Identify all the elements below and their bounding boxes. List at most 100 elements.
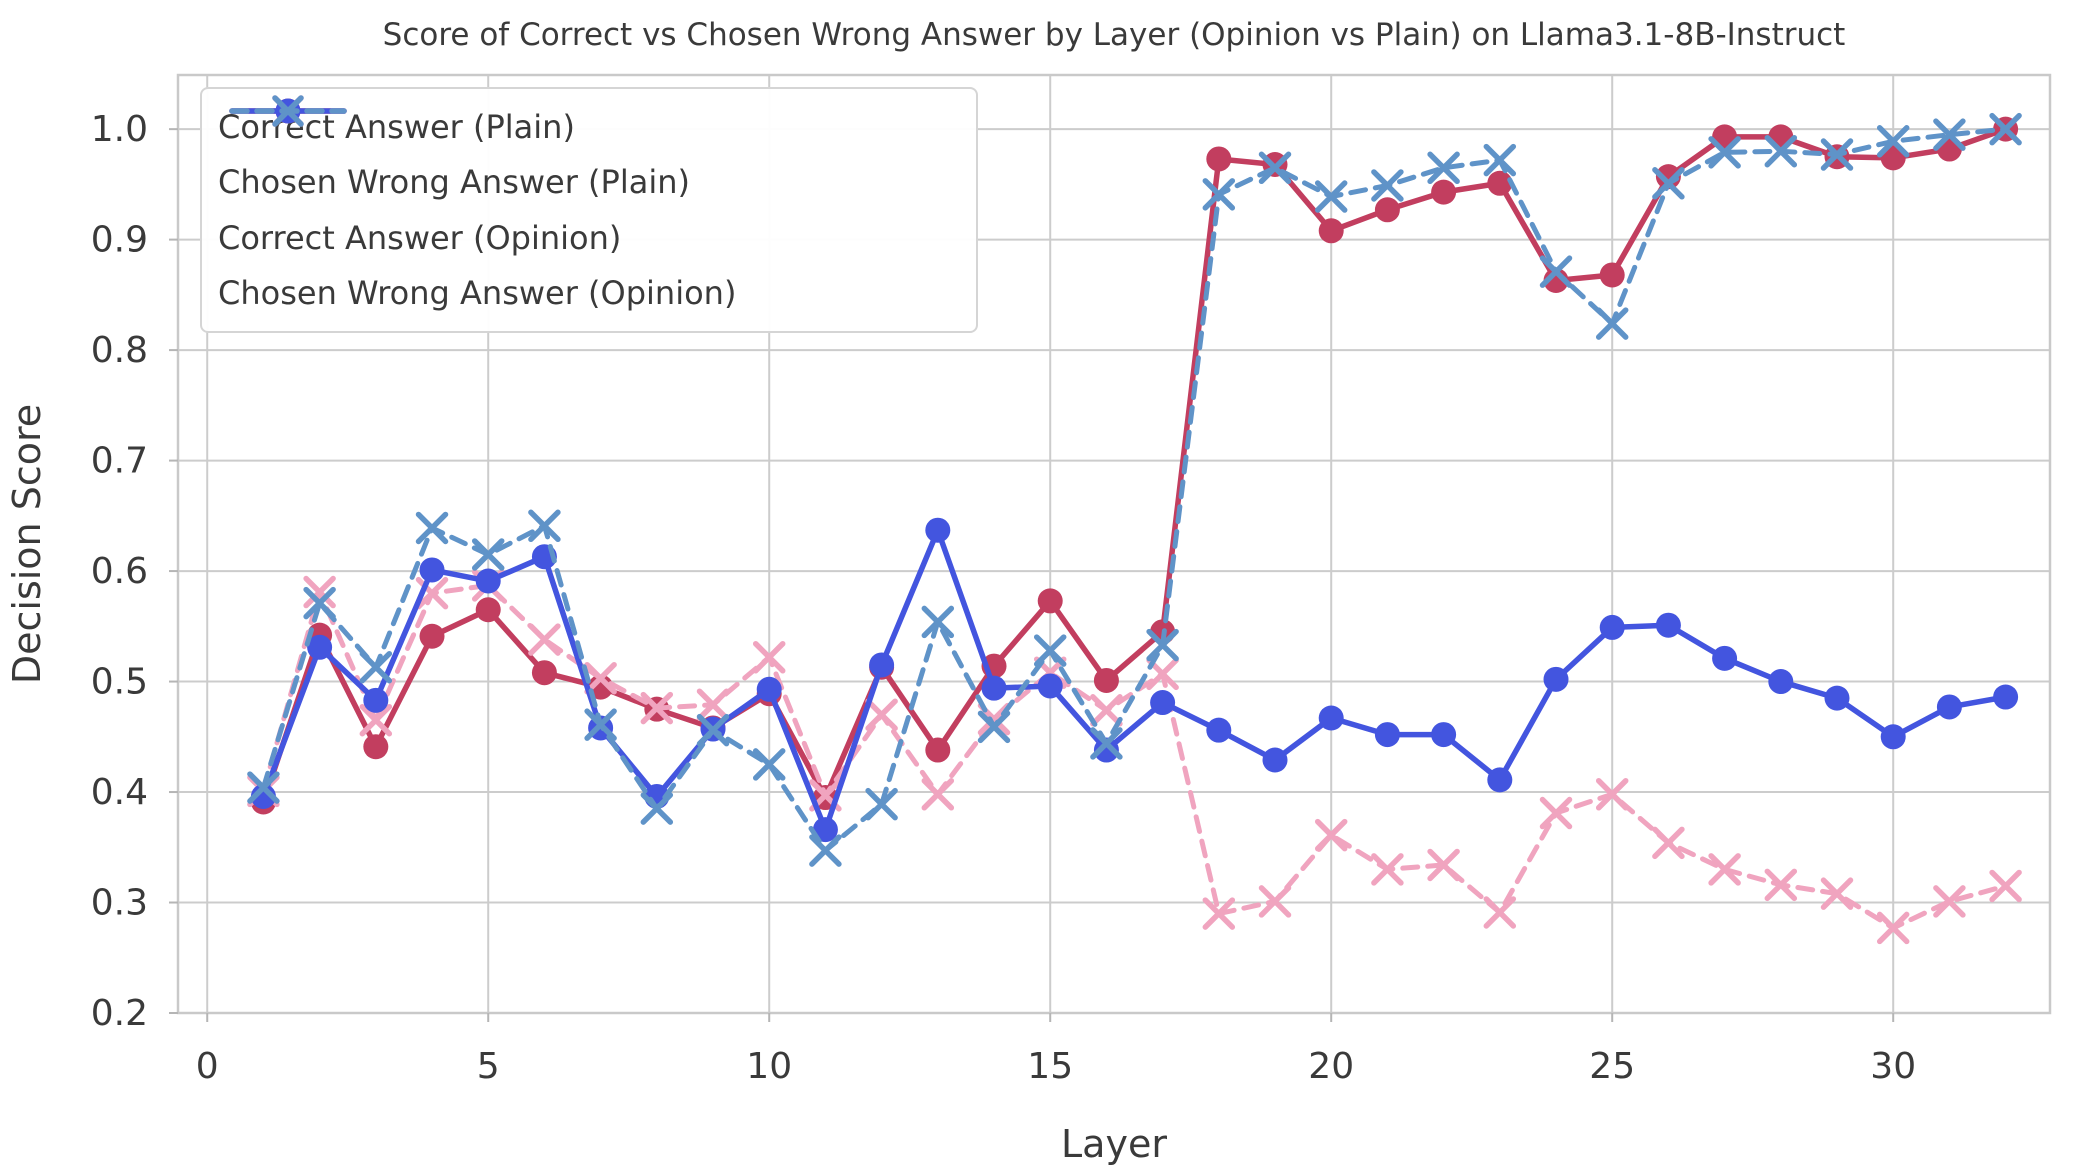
series-wrong-opinion-marker-layer-3	[359, 650, 393, 684]
series-wrong-opinion	[247, 112, 2022, 867]
series-wrong-plain	[247, 569, 2022, 945]
series-wrong-opinion-marker-layer-5	[471, 538, 505, 571]
axes-frame	[176, 73, 2052, 1015]
series-correct-plain-marker-layer-21	[1374, 197, 1400, 223]
series-wrong-opinion-marker-layer-18	[1202, 178, 1236, 211]
series-wrong-opinion-line	[260, 126, 2009, 854]
series-wrong-plain-marker-layer-16	[1090, 694, 1123, 727]
series-wrong-opinion-marker-layer-21	[1371, 169, 1404, 202]
y-tick-label-1.0: 1.0	[91, 109, 148, 150]
series-wrong-opinion-marker-layer-7	[584, 708, 617, 741]
y-axis-label: Decision Score	[5, 404, 49, 684]
series-correct-opinion-marker-layer-26	[1655, 612, 1681, 638]
series-correct-plain-marker-layer-23	[1487, 170, 1513, 196]
series-correct-opinion-marker-layer-17	[1150, 690, 1176, 716]
series-wrong-opinion-marker-layer-22	[1427, 151, 1460, 185]
series-wrong-opinion-marker-layer-9	[696, 713, 730, 747]
series-wrong-opinion-marker-layer-1	[247, 771, 280, 804]
legend: Correct Answer (Plain) Chosen Wrong Answe…	[200, 87, 978, 333]
series-wrong-opinion-marker-layer-4	[415, 511, 449, 545]
series-correct-opinion-marker-layer-4	[419, 557, 445, 583]
legend-marker-wrong-opinion-icon	[229, 95, 347, 127]
series-correct-opinion-marker-layer-12	[869, 652, 895, 678]
series-wrong-opinion-marker-layer-32	[1989, 112, 2022, 146]
x-tick-label-30: 30	[1870, 1046, 1916, 1087]
series-wrong-opinion-marker-layer-8	[640, 792, 674, 825]
series-correct-plain-marker-layer-6	[531, 660, 557, 686]
legend-x-wrong-opinion	[272, 95, 304, 127]
series-wrong-plain-marker-layer-26	[1652, 826, 1685, 860]
series-correct-opinion-marker-layer-25	[1599, 614, 1625, 640]
series-correct-opinion-marker-layer-30	[1880, 724, 1906, 750]
x-tick-label-15: 15	[1027, 1046, 1073, 1087]
series-wrong-opinion-marker-layer-31	[1933, 118, 1966, 151]
series-wrong-opinion-marker-layer-26	[1652, 167, 1685, 200]
series-layer	[247, 112, 2022, 945]
series-correct-plain-marker-layer-16	[1093, 667, 1119, 693]
series-correct-opinion-marker-layer-5	[475, 568, 501, 594]
x-tick-label-20: 20	[1308, 1046, 1354, 1087]
series-wrong-plain-marker-layer-32	[1989, 869, 2022, 903]
series-wrong-opinion-marker-layer-30	[1876, 125, 1910, 158]
series-wrong-opinion-marker-layer-25	[1595, 307, 1629, 340]
series-wrong-opinion-marker-layer-27	[1708, 136, 1741, 169]
series-correct-opinion-marker-layer-15	[1037, 673, 1063, 699]
series-wrong-plain-marker-layer-2	[303, 575, 336, 609]
series-wrong-opinion-marker-layer-6	[528, 509, 561, 543]
y-tick-label-0.3: 0.3	[91, 883, 148, 924]
series-correct-plain-marker-layer-5	[475, 597, 501, 623]
chart-title: Score of Correct vs Chosen Wrong Answer …	[383, 17, 1846, 53]
series-correct-plain-marker-layer-13	[925, 737, 951, 763]
series-correct-opinion-marker-layer-13	[925, 517, 951, 543]
legend-item-wrong-opinion: Chosen Wrong Answer (Opinion)	[202, 95, 976, 322]
legend-label-wrong-opinion: Chosen Wrong Answer (Opinion)	[218, 274, 737, 313]
series-wrong-opinion-marker-layer-16	[1090, 727, 1123, 760]
series-wrong-plain-marker-layer-7	[584, 661, 617, 695]
y-tick-label-0.8: 0.8	[91, 330, 148, 371]
series-correct-plain-marker-layer-18	[1206, 146, 1232, 172]
legend-item-correct-opinion: Correct Answer (Opinion)	[202, 98, 976, 266]
series-correct-opinion-marker-layer-19	[1262, 747, 1288, 773]
x-axis-label: Layer	[1061, 1122, 1167, 1166]
series-correct-opinion-marker-layer-14	[981, 675, 1007, 701]
series-correct-opinion-marker-layer-18	[1206, 717, 1232, 743]
series-wrong-plain-marker-layer-23	[1483, 896, 1517, 929]
y-tick-label-0.9: 0.9	[91, 220, 148, 261]
series-wrong-plain-marker-layer-12	[865, 698, 898, 731]
series-wrong-plain-marker-layer-31	[1933, 885, 1966, 918]
plot-frame	[176, 73, 2052, 1015]
series-wrong-plain-marker-layer-13	[921, 777, 955, 811]
series-wrong-opinion-marker-layer-10	[752, 748, 786, 781]
series-correct-opinion-marker-layer-23	[1487, 767, 1513, 793]
series-correct-opinion-marker-layer-11	[812, 817, 838, 843]
series-correct-opinion-marker-layer-16	[1093, 737, 1119, 763]
legend-label-wrong-plain: Chosen Wrong Answer (Plain)	[218, 163, 690, 202]
y-tick-label-0.4: 0.4	[91, 772, 148, 813]
series-correct-opinion-marker-layer-31	[1936, 694, 1962, 720]
series-correct-plain-marker-layer-20	[1318, 218, 1344, 244]
series-correct-opinion-marker-layer-10	[756, 676, 782, 702]
series-correct-opinion-marker-layer-20	[1318, 705, 1344, 731]
series-correct-opinion-marker-layer-21	[1374, 722, 1400, 748]
y-tick-label-0.5: 0.5	[91, 662, 148, 703]
series-correct-plain-marker-layer-3	[363, 734, 389, 760]
legend-item-wrong-plain: Chosen Wrong Answer (Plain)	[202, 95, 976, 211]
y-tick-label-0.2: 0.2	[91, 993, 148, 1034]
series-correct-plain-marker-layer-22	[1431, 179, 1457, 205]
series-correct-plain-marker-layer-4	[419, 623, 445, 649]
series-correct-opinion-marker-layer-2	[307, 634, 333, 660]
series-correct-opinion-marker-layer-29	[1824, 685, 1850, 711]
series-correct-plain-marker-layer-30	[1880, 145, 1906, 171]
series-correct-plain-marker-layer-26	[1655, 164, 1681, 190]
series-wrong-plain-line	[260, 582, 2009, 931]
series-correct-opinion-marker-layer-27	[1712, 645, 1738, 671]
series-wrong-opinion-marker-layer-14	[977, 710, 1011, 744]
x-tick-label-10: 10	[746, 1046, 792, 1087]
series-correct-opinion	[250, 517, 2019, 843]
y-tick-label-0.7: 0.7	[91, 441, 148, 482]
series-wrong-plain-marker-layer-3	[359, 703, 393, 737]
series-wrong-plain-marker-layer-24	[1539, 796, 1573, 830]
series-correct-plain-marker-layer-15	[1037, 588, 1063, 614]
